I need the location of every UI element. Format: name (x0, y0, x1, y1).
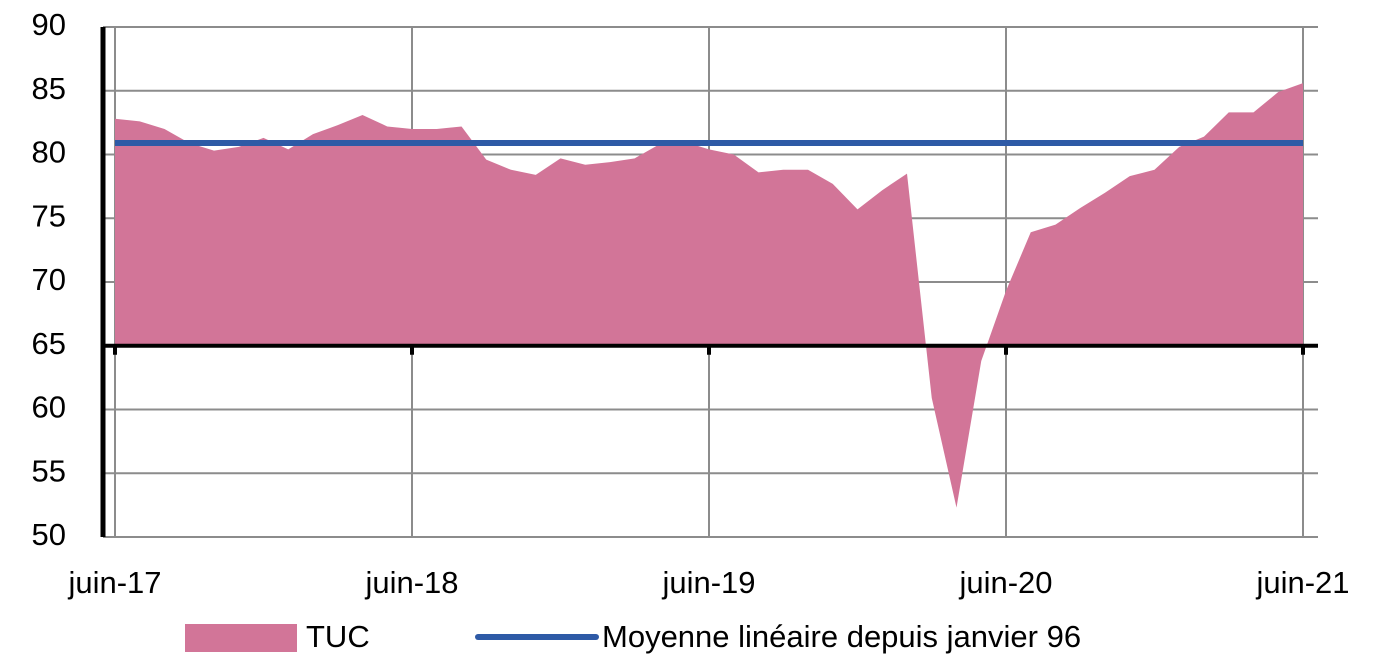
legend-swatch (185, 624, 297, 652)
x-tick-label: juin-18 (364, 565, 458, 600)
legend-label: Moyenne linéaire depuis janvier 96 (602, 619, 1081, 654)
y-tick-label: 90 (32, 7, 66, 42)
legend-label: TUC (306, 619, 370, 654)
y-tick-label: 50 (32, 517, 66, 552)
x-tick-label: juin-19 (661, 565, 755, 600)
area (115, 83, 1303, 508)
y-tick-label: 55 (32, 453, 66, 488)
x-tick-label: juin-17 (67, 565, 161, 600)
x-tick-label: juin-20 (958, 565, 1052, 600)
y-tick-label: 85 (32, 71, 66, 106)
y-tick-label: 75 (32, 198, 66, 233)
x-tick-label: juin-21 (1255, 565, 1349, 600)
y-tick-label: 65 (32, 326, 66, 361)
y-tick-label: 60 (32, 390, 66, 425)
y-tick-label: 70 (32, 262, 66, 297)
y-tick-label: 80 (32, 135, 66, 170)
